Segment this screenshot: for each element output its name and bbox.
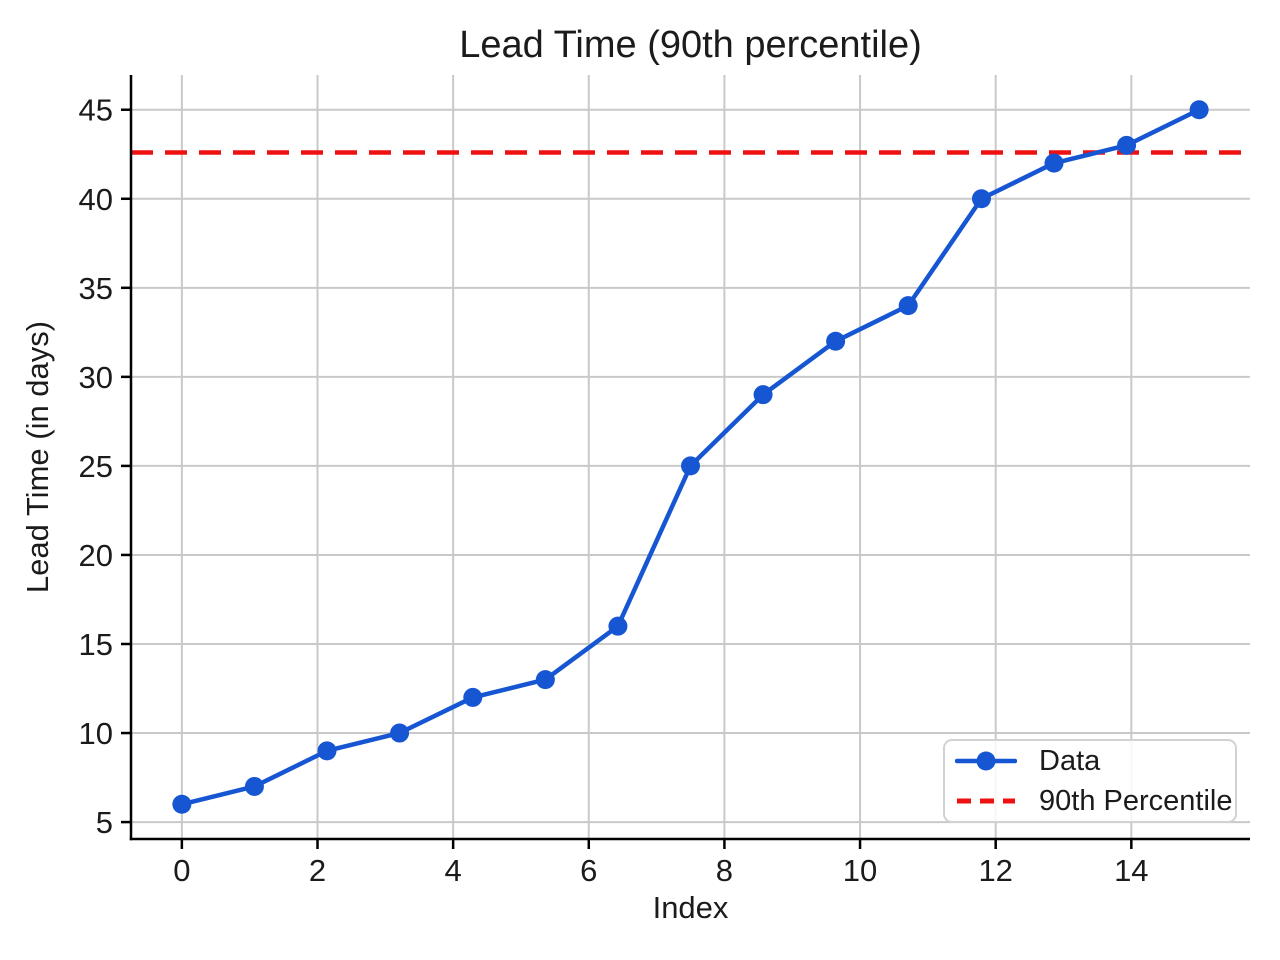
data-point-marker <box>971 189 991 209</box>
legend-item-percentile: 90th Percentile <box>955 784 1235 818</box>
data-point-marker <box>1044 153 1064 173</box>
x-tick-label: 8 <box>716 853 733 888</box>
x-tick-label: 4 <box>445 853 462 888</box>
data-point-marker <box>1189 100 1209 120</box>
y-tick-label: 35 <box>79 271 113 306</box>
legend: Data 90th Percentile <box>943 739 1237 823</box>
y-tick-label: 15 <box>79 627 113 662</box>
data-point-marker <box>535 670 555 690</box>
data-point-marker <box>463 687 483 707</box>
data-point-marker <box>1117 135 1137 155</box>
y-tick-label: 40 <box>79 182 113 217</box>
legend-item-data: Data <box>955 744 1235 778</box>
x-tick-label: 0 <box>173 853 190 888</box>
data-point-marker <box>244 776 264 796</box>
data-point-marker <box>172 794 192 814</box>
y-tick-label: 10 <box>79 716 113 751</box>
x-tick-label: 10 <box>843 853 877 888</box>
data-point-marker <box>317 741 337 761</box>
y-tick-label: 45 <box>79 93 113 128</box>
data-point-marker <box>390 723 410 743</box>
y-tick-label: 30 <box>79 360 113 395</box>
x-tick-label: 2 <box>309 853 326 888</box>
legend-label-percentile: 90th Percentile <box>1039 784 1233 817</box>
data-point-marker <box>753 385 773 405</box>
x-tick-label: 14 <box>1114 853 1148 888</box>
x-axis-label: Index <box>652 890 729 925</box>
data-point-marker <box>826 331 846 351</box>
data-point-marker <box>898 296 918 316</box>
x-tick-label: 6 <box>580 853 597 888</box>
data-point-marker <box>608 616 628 636</box>
percentile-sample-icon <box>957 798 1015 804</box>
data-series-sample-icon <box>955 751 1017 771</box>
y-tick-label: 20 <box>79 538 113 573</box>
chart-title: Lead Time (90th percentile) <box>459 24 922 66</box>
y-tick-label: 5 <box>96 805 113 840</box>
y-tick-label: 25 <box>79 449 113 484</box>
x-tick-label: 12 <box>978 853 1012 888</box>
data-point-marker <box>681 456 700 476</box>
legend-label-data: Data <box>1039 744 1101 777</box>
y-axis-label: Lead Time (in days) <box>20 320 55 594</box>
